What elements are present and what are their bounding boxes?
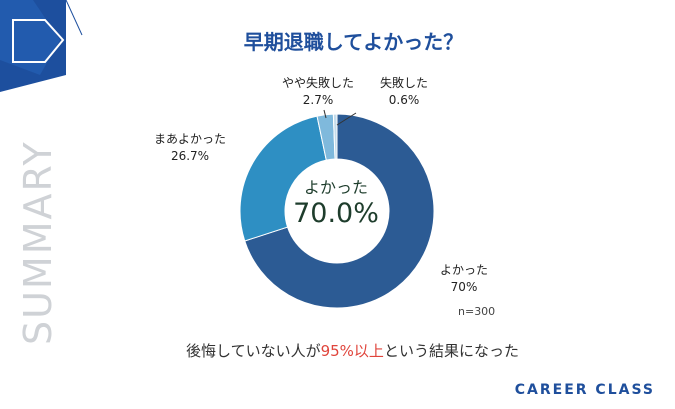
conclusion-before: 後悔していない人が xyxy=(186,342,321,360)
slice-label-slight-failure-value: 2.7% xyxy=(302,93,334,107)
conclusion-after: という結果になった xyxy=(383,342,519,360)
slice-somewhat-good xyxy=(239,115,327,242)
center-caption: よかった xyxy=(303,178,368,197)
slice-label-good: よかった 70% xyxy=(440,262,488,296)
slice-label-good-value: 70% xyxy=(450,280,478,294)
slice-label-failure-name: 失敗した xyxy=(380,76,429,90)
slice-label-good-name: よかった xyxy=(440,263,489,277)
slice-failure xyxy=(332,113,338,160)
conclusion-highlight: 95%以上 xyxy=(320,342,384,360)
slice-good xyxy=(244,113,435,309)
slice-label-failure: 失敗した 0.6% xyxy=(380,75,428,109)
chart-title: 早期退職してよかった？ xyxy=(243,30,464,54)
sample-size-note: n=300 xyxy=(458,305,496,318)
leader-line-failure xyxy=(336,112,357,126)
slice-label-slight-failure: やや失敗した 2.7% xyxy=(282,75,354,109)
conclusion-text: 後悔していない人が95%以上という結果になった xyxy=(0,340,675,361)
leader-line-slight-failure xyxy=(323,109,327,119)
slice-label-slight-failure-name: やや失敗した xyxy=(282,76,355,90)
slice-label-somewhat-good-value: 26.7% xyxy=(170,149,210,163)
brand-logo-text: CAREER CLASS xyxy=(514,382,655,398)
center-label: よかった 70.0% xyxy=(286,178,386,230)
center-value: 70.0% xyxy=(293,198,379,229)
slice-label-failure-value: 0.6% xyxy=(388,93,420,107)
slice-label-somewhat-good: まあよかった 26.7% xyxy=(154,131,226,165)
slice-label-somewhat-good-name: まあよかった xyxy=(154,132,227,146)
logo-badge xyxy=(0,0,83,92)
